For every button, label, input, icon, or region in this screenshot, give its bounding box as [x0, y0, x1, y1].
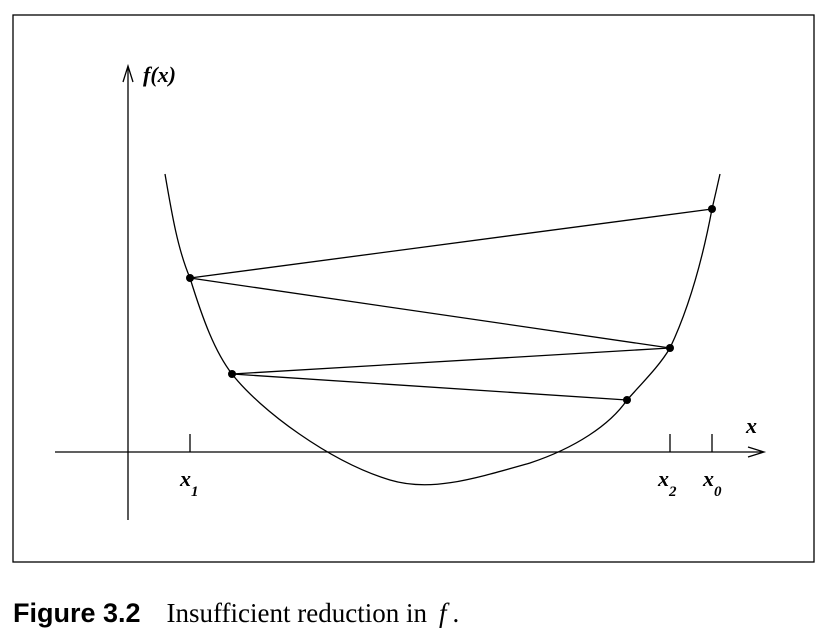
tick-label-x1: x1 — [179, 466, 199, 500]
chord-x2-x3 — [231, 347, 671, 375]
caption-text: Insufficient reduction in — [167, 598, 428, 628]
figure-border — [12, 14, 815, 563]
caption-period: . — [453, 598, 460, 628]
x-axis-label: x — [745, 413, 757, 438]
y-axis-arrowhead — [122, 63, 134, 83]
chord-x0-x1 — [189, 208, 713, 279]
tick-label-x2: x2 — [657, 466, 677, 500]
x-axis-arrowhead — [747, 446, 767, 458]
y-axis-label: f(x) — [143, 62, 176, 87]
point-x4 — [623, 396, 631, 404]
point-x1 — [186, 274, 194, 282]
caption-number: Figure 3.2 — [13, 598, 141, 628]
chord-x3-x4 — [231, 373, 628, 401]
tick-label-x0: x0 — [702, 466, 722, 500]
point-x0 — [708, 205, 716, 213]
caption-symbol: f — [439, 598, 450, 628]
figure-caption: Figure 3.2 Insufficient reduction in f . — [13, 598, 459, 628]
point-x2 — [666, 344, 674, 352]
function-curve — [164, 173, 721, 486]
point-x3 — [228, 370, 236, 378]
chord-x1-x2 — [189, 277, 671, 349]
